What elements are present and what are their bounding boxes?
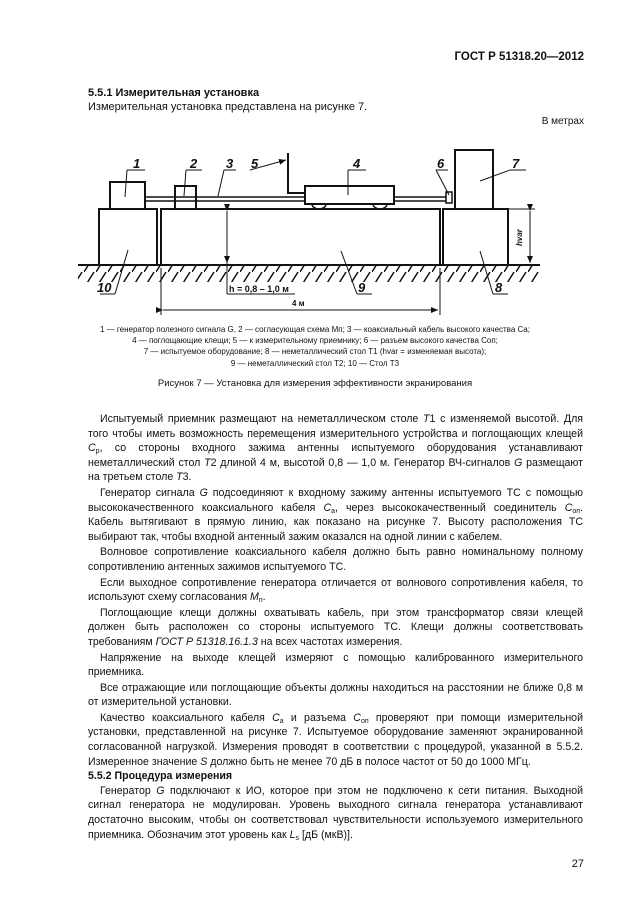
length-label: 4 м	[292, 299, 305, 308]
text-run: T	[176, 471, 183, 484]
ground-hatch	[78, 266, 540, 282]
document-header: ГОСТ Р 51318.20—2012	[454, 51, 584, 63]
paragraph: Напряжение на выходе клещей измеряют с п…	[88, 651, 583, 680]
page-number: 27	[571, 858, 584, 870]
legend-line: 1 — генератор полезного сигнала G, 2 — с…	[100, 325, 530, 334]
text-run: Качество коаксиального кабеля	[100, 711, 273, 724]
label-9: 9	[358, 280, 366, 295]
subscript: оп	[360, 717, 369, 725]
text-run: G	[514, 456, 523, 469]
subscript: p	[95, 448, 100, 456]
legend-line: 9 — неметаллический стол T2; 10 — Стол T…	[230, 358, 400, 368]
section-intro: Измерительная установка представлена на …	[88, 101, 368, 113]
text-run: Испытуемый приемник размещают на неметал…	[100, 413, 424, 425]
text-run: 2 длиной 4 м, высотой 0,8 — 1,0 м. Генер…	[210, 456, 515, 469]
text-run: и разъема	[283, 711, 354, 724]
text-run: 1 с изменяемой высотой. Для того чтобы и…	[88, 413, 583, 440]
subscript: оп	[572, 507, 581, 515]
text-run: G	[199, 486, 208, 499]
table-t2	[160, 208, 441, 266]
label-8: 8	[495, 280, 503, 295]
paragraph: Генератор сигнала G подсоединяют к входн…	[88, 486, 583, 544]
body-text: Испытуемый приемник размещают на неметал…	[88, 412, 583, 842]
hvar-label: hvar	[515, 228, 524, 246]
text-run: Генератор сигнала	[100, 486, 200, 499]
table-t3	[98, 208, 158, 266]
paragraph: Все отражающие или поглощающие объекты д…	[88, 681, 583, 710]
text-run: C	[88, 442, 96, 455]
figure-caption: Рисунок 7 — Установка для измерения эффе…	[157, 378, 473, 389]
figure-7-diagram: 1 2 3 5 4 6 7 10 9 8 h = 0,8 – 1,0 м 4 м…	[78, 149, 540, 315]
subscript: п	[258, 597, 263, 605]
text-run: Генератор	[100, 784, 157, 797]
label-7: 7	[512, 156, 520, 171]
text-run: 5.5.2 Процедура измерения	[88, 770, 233, 783]
subsection-heading: 5.5.2 Процедура измерения	[88, 769, 583, 784]
clamp-box	[304, 185, 395, 205]
text-run: M	[250, 591, 259, 604]
h-label: h = 0,8 – 1,0 м	[229, 284, 289, 294]
figure-legend: 1 — генератор полезного сигнала G, 2 — с…	[40, 324, 590, 369]
text-run: T	[204, 456, 211, 469]
text-run: . Кабель вытягивают в прямую линию, как …	[88, 501, 583, 543]
text-run: C	[564, 501, 573, 514]
paragraph: Качество коаксиального кабеля Ca и разъе…	[88, 711, 583, 769]
paragraph: Испытуемый приемник размещают на неметал…	[88, 412, 583, 485]
text-run: G	[156, 784, 165, 797]
label-5: 5	[251, 156, 259, 171]
generator-box	[109, 181, 146, 210]
antenna-lead	[287, 153, 305, 194]
text-run: C	[353, 711, 361, 724]
text-run: должно быть не менее 70 дБ в полосе част…	[207, 755, 531, 768]
units-note: В метрах	[541, 116, 584, 127]
label-2: 2	[189, 156, 198, 171]
text-run: подсоединяют к входному зажиму антенны и…	[88, 486, 583, 514]
label-10: 10	[97, 280, 112, 295]
text-run: Поглощающие клещи должны охватывать кабе…	[88, 606, 583, 648]
text-run: T	[423, 413, 430, 425]
text-run: L	[289, 828, 296, 841]
connector	[445, 191, 453, 204]
section-heading: 5.5.1 Измерительная установка	[88, 87, 260, 99]
text-run: Напряжение на выходе клещей измеряют с п…	[88, 651, 583, 679]
eut-box	[454, 149, 494, 210]
text-run: ГОСТ Р 51318.16.1.3	[155, 635, 258, 648]
text-run: Если выходное сопротивление генератора о…	[88, 576, 583, 604]
table-t1	[442, 208, 509, 266]
text-run: .	[262, 591, 266, 604]
text-run: на всех частотах измерения.	[257, 635, 403, 648]
text-run: Волновое сопротивление коаксиального каб…	[88, 546, 583, 573]
text-run: , через высококачественный соединитель	[335, 501, 565, 514]
paragraph: Поглощающие клещи должны охватывать кабе…	[88, 606, 583, 650]
subscript: a	[279, 717, 284, 725]
label-4: 4	[352, 156, 361, 171]
label-3: 3	[226, 156, 234, 171]
legend-line: 7 — испытуемое оборудование; 8 — неметал…	[143, 347, 487, 357]
text-run: , со стороны входного зажима антенны исп…	[88, 442, 583, 469]
text-run: [дБ (мкВ)].	[299, 828, 353, 841]
paragraph: Генератор G подключают к ИО, которое при…	[88, 784, 583, 842]
text-run: C	[323, 501, 332, 514]
subscript: a	[331, 507, 336, 515]
text-run: подключают к ИО, которое при этом не под…	[88, 784, 584, 841]
text-run: размещают на третьем столе	[88, 456, 583, 484]
text-run: 3.	[182, 471, 192, 484]
text-run: проверяют при помощи измерительной устан…	[88, 711, 583, 768]
paragraph: Если выходное сопротивление генератора о…	[88, 576, 583, 605]
label-1: 1	[133, 156, 140, 171]
label-6: 6	[437, 156, 445, 171]
subscript: s	[295, 834, 300, 842]
paragraph: Волновое сопротивление коаксиального каб…	[88, 545, 583, 574]
legend-line: 4 — поглощающие клещи; 5 — к измерительн…	[132, 336, 498, 346]
text-run: S	[200, 755, 208, 768]
text-run: Все отражающие или поглощающие объекты д…	[88, 681, 583, 709]
text-run: C	[272, 711, 280, 724]
